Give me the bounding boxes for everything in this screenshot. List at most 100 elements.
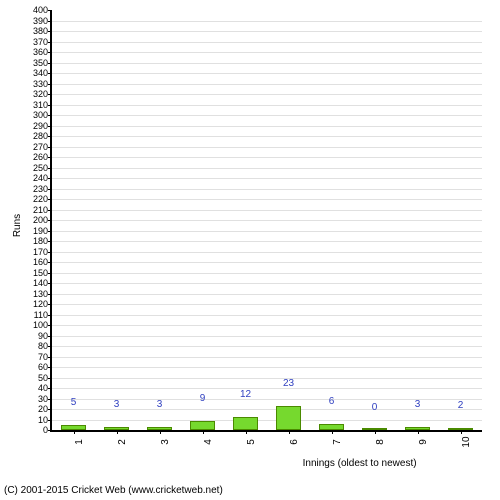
gridline <box>52 241 482 242</box>
gridline <box>52 84 482 85</box>
y-tick-label: 30 <box>38 394 52 404</box>
y-tick-label: 160 <box>33 257 52 267</box>
gridline <box>52 210 482 211</box>
x-tick-mark <box>246 430 247 434</box>
gridline <box>52 21 482 22</box>
bar-value-label: 0 <box>372 402 378 415</box>
y-tick-label: 90 <box>38 331 52 341</box>
bar-value-label: 3 <box>114 399 120 412</box>
x-tick-label: 7 <box>332 439 343 445</box>
y-tick-label: 380 <box>33 26 52 36</box>
copyright-text: (C) 2001-2015 Cricket Web (www.cricketwe… <box>4 485 223 496</box>
gridline <box>52 315 482 316</box>
y-tick-label: 0 <box>43 425 52 435</box>
gridline <box>52 147 482 148</box>
bar-value-label: 23 <box>283 378 294 391</box>
gridline <box>52 178 482 179</box>
x-tick-label: 3 <box>160 439 171 445</box>
x-tick-label: 1 <box>74 439 85 445</box>
y-tick-label: 110 <box>34 310 52 320</box>
gridline <box>52 262 482 263</box>
y-tick-label: 300 <box>33 110 52 120</box>
gridline <box>52 273 482 274</box>
gridline <box>52 325 482 326</box>
y-tick-label: 100 <box>33 320 52 330</box>
gridline <box>52 115 482 116</box>
gridline <box>52 94 482 95</box>
y-axis-label: Runs <box>12 214 23 237</box>
gridline <box>52 304 482 305</box>
gridline <box>52 336 482 337</box>
x-tick-mark <box>117 430 118 434</box>
gridline <box>52 199 482 200</box>
x-tick-mark <box>375 430 376 434</box>
y-tick-label: 80 <box>38 341 52 351</box>
gridline <box>52 136 482 137</box>
y-tick-label: 70 <box>38 352 52 362</box>
bar <box>276 406 301 430</box>
bar <box>190 421 215 430</box>
y-tick-label: 150 <box>33 268 52 278</box>
gridline <box>52 63 482 64</box>
y-tick-label: 230 <box>33 184 52 194</box>
bar <box>233 417 258 430</box>
gridline <box>52 31 482 32</box>
gridline <box>52 73 482 74</box>
x-tick-mark <box>74 430 75 434</box>
gridline <box>52 231 482 232</box>
y-tick-label: 280 <box>33 131 52 141</box>
gridline <box>52 420 482 421</box>
y-tick-label: 180 <box>33 236 52 246</box>
gridline <box>52 52 482 53</box>
gridline <box>52 168 482 169</box>
y-tick-label: 170 <box>33 247 52 257</box>
bar-value-label: 2 <box>458 400 464 413</box>
bar-value-label: 9 <box>200 393 206 406</box>
y-tick-label: 330 <box>33 79 52 89</box>
x-tick-mark <box>461 430 462 434</box>
plot-area: 0102030405060708090100110120130140150160… <box>50 10 482 432</box>
gridline <box>52 283 482 284</box>
x-tick-mark <box>332 430 333 434</box>
x-axis-label: Innings (oldest to newest) <box>303 458 417 469</box>
gridline <box>52 378 482 379</box>
chart-container: 0102030405060708090100110120130140150160… <box>0 0 500 500</box>
gridline <box>52 294 482 295</box>
x-tick-label: 4 <box>203 439 214 445</box>
bar-value-label: 6 <box>329 396 335 409</box>
bar-value-label: 3 <box>157 399 163 412</box>
y-tick-label: 320 <box>33 89 52 99</box>
y-tick-label: 350 <box>33 58 52 68</box>
x-tick-label: 10 <box>461 436 472 447</box>
gridline <box>52 189 482 190</box>
gridline <box>52 357 482 358</box>
y-tick-label: 400 <box>33 5 52 15</box>
gridline <box>52 157 482 158</box>
y-tick-label: 50 <box>38 373 52 383</box>
gridline <box>52 388 482 389</box>
gridline <box>52 42 482 43</box>
y-tick-label: 140 <box>33 278 52 288</box>
x-tick-label: 5 <box>246 439 257 445</box>
bar-value-label: 5 <box>71 397 77 410</box>
y-tick-label: 240 <box>33 173 52 183</box>
y-tick-label: 210 <box>33 205 52 215</box>
gridline <box>52 126 482 127</box>
x-tick-label: 2 <box>117 439 128 445</box>
x-tick-label: 6 <box>289 439 300 445</box>
y-tick-label: 130 <box>33 289 52 299</box>
y-tick-label: 370 <box>33 37 52 47</box>
y-tick-label: 340 <box>33 68 52 78</box>
gridline <box>52 252 482 253</box>
bar-value-label: 3 <box>415 399 421 412</box>
y-tick-label: 200 <box>33 215 52 225</box>
gridline <box>52 367 482 368</box>
x-tick-label: 8 <box>375 439 386 445</box>
y-tick-label: 220 <box>33 194 52 204</box>
y-tick-label: 310 <box>33 100 52 110</box>
y-tick-label: 270 <box>33 142 52 152</box>
x-tick-mark <box>418 430 419 434</box>
y-tick-label: 260 <box>33 152 52 162</box>
gridline <box>52 346 482 347</box>
x-tick-mark <box>289 430 290 434</box>
